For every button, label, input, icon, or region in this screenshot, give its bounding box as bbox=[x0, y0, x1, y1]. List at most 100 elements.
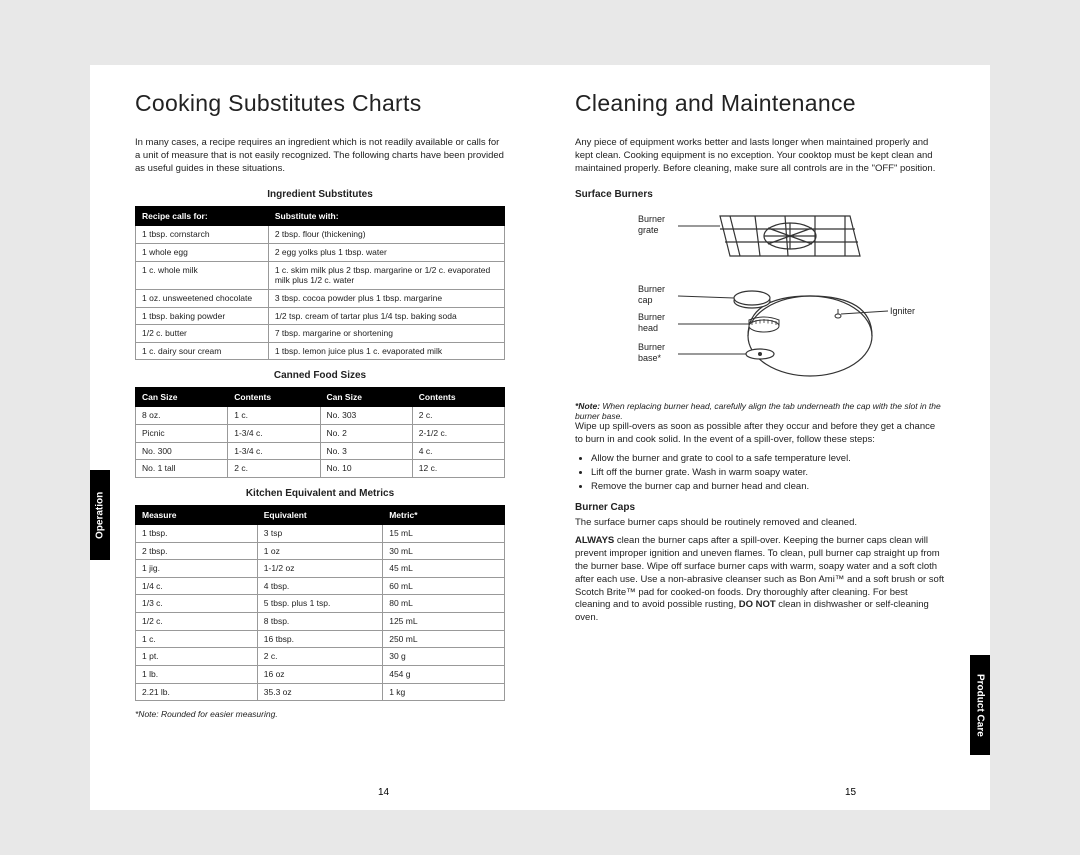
table-cell: 2 egg yolks plus 1 tbsp. water bbox=[268, 244, 504, 262]
page-spread: Operation Product Care Cooking Substitut… bbox=[90, 65, 990, 810]
table-row: 1 pt.2 c.30 g bbox=[136, 648, 505, 666]
subtitle-ingredient-subs: Ingredient Substitutes bbox=[135, 189, 505, 200]
table-row: 1 oz. unsweetened chocolate3 tbsp. cocoa… bbox=[136, 289, 505, 307]
table-row: 1/2 c.8 tbsp.125 mL bbox=[136, 613, 505, 631]
table-cell: 2 c. bbox=[228, 460, 320, 478]
table-cell: 2-1/2 c. bbox=[412, 425, 504, 443]
table-cell: 3 tbsp. cocoa powder plus 1 tbsp. margar… bbox=[268, 289, 504, 307]
table-cell: 1 tbsp. baking powder bbox=[136, 307, 269, 325]
table-cell: 1 c. bbox=[136, 630, 258, 648]
table-cell: 1-1/2 oz bbox=[257, 560, 382, 578]
table-cell: No. 300 bbox=[136, 442, 228, 460]
table-row: 1 c. dairy sour cream1 tbsp. lemon juice… bbox=[136, 342, 505, 360]
th-metric: Metric* bbox=[383, 505, 505, 524]
table-cell: 1 tbsp. cornstarch bbox=[136, 226, 269, 244]
table-cell: 4 c. bbox=[412, 442, 504, 460]
svg-text:Burner: Burner bbox=[638, 284, 665, 294]
table-cell: 1 oz. unsweetened chocolate bbox=[136, 289, 269, 307]
svg-text:head: head bbox=[638, 323, 658, 333]
table-row: 1 c.16 tbsp.250 mL bbox=[136, 630, 505, 648]
th-recipe: Recipe calls for: bbox=[136, 207, 269, 226]
table-cell: 2 tbsp. bbox=[136, 542, 258, 560]
table-cell: 3 tsp bbox=[257, 524, 382, 542]
cleaning-steps-list: Allow the burner and grate to cool to a … bbox=[591, 453, 945, 493]
table-cell: 5 tbsp. plus 1 tsp. bbox=[257, 595, 382, 613]
table-row: 2 tbsp.1 oz30 mL bbox=[136, 542, 505, 560]
table-cell: 1-3/4 c. bbox=[228, 425, 320, 443]
table-row: 1 whole egg2 egg yolks plus 1 tbsp. wate… bbox=[136, 244, 505, 262]
right-page: Cleaning and Maintenance Any piece of eq… bbox=[540, 65, 990, 810]
table-cell: 1 whole egg bbox=[136, 244, 269, 262]
table-cell: 45 mL bbox=[383, 560, 505, 578]
table-cell: Picnic bbox=[136, 425, 228, 443]
th-equiv: Equivalent bbox=[257, 505, 382, 524]
table-cell: 15 mL bbox=[383, 524, 505, 542]
ingredient-substitutes-table: Recipe calls for: Substitute with: 1 tbs… bbox=[135, 206, 505, 360]
table-row: 1 tbsp.3 tsp15 mL bbox=[136, 524, 505, 542]
table-cell: 1 tbsp. bbox=[136, 524, 258, 542]
table-cell: 30 g bbox=[383, 648, 505, 666]
table-cell: 30 mL bbox=[383, 542, 505, 560]
table-cell: 250 mL bbox=[383, 630, 505, 648]
table-row: Picnic1-3/4 c.No. 22-1/2 c. bbox=[136, 425, 505, 443]
canned-food-sizes-table: Can Size Contents Can Size Contents 8 oz… bbox=[135, 387, 505, 478]
left-intro: In many cases, a recipe requires an ingr… bbox=[135, 137, 505, 175]
th-contents2: Contents bbox=[412, 388, 504, 407]
list-item: Allow the burner and grate to cool to a … bbox=[591, 453, 945, 466]
table-cell: 1/4 c. bbox=[136, 577, 258, 595]
table-row: 1/3 c.5 tbsp. plus 1 tsp.80 mL bbox=[136, 595, 505, 613]
table-cell: No. 1 tall bbox=[136, 460, 228, 478]
table-cell: 1-3/4 c. bbox=[228, 442, 320, 460]
page-title-right: Cleaning and Maintenance bbox=[575, 90, 945, 117]
list-item: Lift off the burner grate. Wash in warm … bbox=[591, 467, 945, 480]
table-cell: 8 oz. bbox=[136, 407, 228, 425]
table-row: 2.21 lb.35.3 oz1 kg bbox=[136, 683, 505, 701]
svg-text:Igniter: Igniter bbox=[890, 306, 915, 316]
table-cell: 12 c. bbox=[412, 460, 504, 478]
table-cell: 125 mL bbox=[383, 613, 505, 631]
table-cell: No. 3 bbox=[320, 442, 412, 460]
table-cell: 35.3 oz bbox=[257, 683, 382, 701]
th-contents1: Contents bbox=[228, 388, 320, 407]
table-cell: 2.21 lb. bbox=[136, 683, 258, 701]
th-cansize1: Can Size bbox=[136, 388, 228, 407]
table-row: 1 jig.1-1/2 oz45 mL bbox=[136, 560, 505, 578]
table-row: 8 oz.1 c.No. 3032 c. bbox=[136, 407, 505, 425]
table-cell: 60 mL bbox=[383, 577, 505, 595]
table-cell: 1/3 c. bbox=[136, 595, 258, 613]
table-row: 1/2 c. butter7 tbsp. margarine or shorte… bbox=[136, 325, 505, 343]
page-number-left: 14 bbox=[378, 787, 389, 798]
th-substitute: Substitute with: bbox=[268, 207, 504, 226]
table-cell: 2 c. bbox=[257, 648, 382, 666]
table-row: No. 1 tall2 c.No. 1012 c. bbox=[136, 460, 505, 478]
table-row: No. 3001-3/4 c.No. 34 c. bbox=[136, 442, 505, 460]
table-cell: 16 tbsp. bbox=[257, 630, 382, 648]
table-cell: 4 tbsp. bbox=[257, 577, 382, 595]
table-cell: 454 g bbox=[383, 665, 505, 683]
label-grate: Burner bbox=[638, 214, 665, 224]
table-row: 1 lb.16 oz454 g bbox=[136, 665, 505, 683]
th-measure: Measure bbox=[136, 505, 258, 524]
table-cell: 80 mL bbox=[383, 595, 505, 613]
table-cell: 7 tbsp. margarine or shortening bbox=[268, 325, 504, 343]
table-cell: 1/2 c. bbox=[136, 613, 258, 631]
table-cell: 16 oz bbox=[257, 665, 382, 683]
table-cell: 1 c. skim milk plus 2 tbsp. margarine or… bbox=[268, 261, 504, 289]
list-item: Remove the burner cap and burner head an… bbox=[591, 481, 945, 494]
table-cell: 1 kg bbox=[383, 683, 505, 701]
svg-text:cap: cap bbox=[638, 295, 653, 305]
subtitle-canned-food: Canned Food Sizes bbox=[135, 370, 505, 381]
table-cell: 1 c. dairy sour cream bbox=[136, 342, 269, 360]
table-cell: 1 tbsp. lemon juice plus 1 c. evaporated… bbox=[268, 342, 504, 360]
table-cell: 1 oz bbox=[257, 542, 382, 560]
table-cell: 8 tbsp. bbox=[257, 613, 382, 631]
table-cell: 1 pt. bbox=[136, 648, 258, 666]
kitchen-equivalent-table: Measure Equivalent Metric* 1 tbsp.3 tsp1… bbox=[135, 505, 505, 701]
page-title-left: Cooking Substitutes Charts bbox=[135, 90, 505, 117]
table-cell: 1 c. bbox=[228, 407, 320, 425]
table-cell: No. 10 bbox=[320, 460, 412, 478]
svg-text:Burner: Burner bbox=[638, 312, 665, 322]
table-row: 1/4 c.4 tbsp.60 mL bbox=[136, 577, 505, 595]
burner-note: *Note: When replacing burner head, caref… bbox=[575, 401, 945, 421]
table-cell: 2 c. bbox=[412, 407, 504, 425]
